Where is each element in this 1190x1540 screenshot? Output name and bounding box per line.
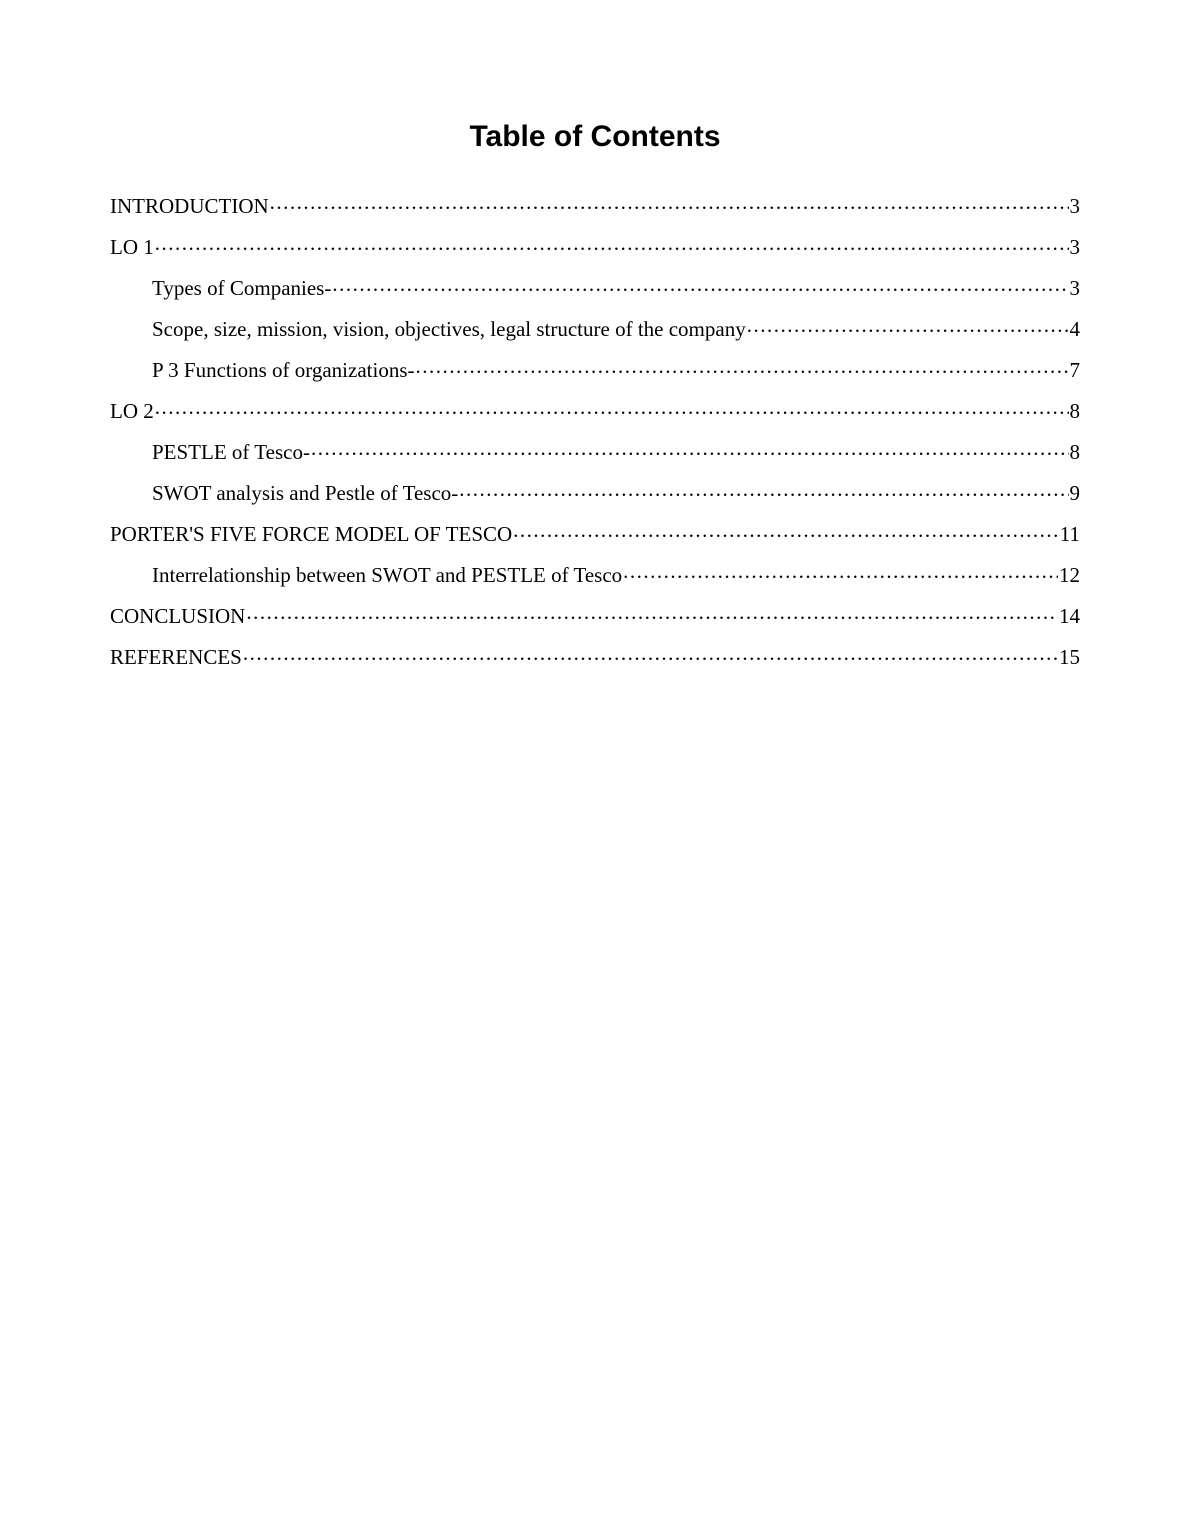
toc-entry: PESTLE of Tesco- 8 xyxy=(110,438,1080,463)
toc-entry: Scope, size, mission, vision, objectives… xyxy=(110,315,1080,340)
toc-entry: PORTER'S FIVE FORCE MODEL OF TESCO 11 xyxy=(110,520,1080,545)
toc-leader-dots xyxy=(513,520,1059,541)
toc-leader-dots xyxy=(332,274,1068,295)
toc-entry-page[interactable]: 4 xyxy=(1070,319,1081,340)
toc-entry: P 3 Functions of organizations- 7 xyxy=(110,356,1080,381)
toc-entry-label[interactable]: Scope, size, mission, vision, objectives… xyxy=(152,319,746,340)
toc-entry-page[interactable]: 3 xyxy=(1070,237,1081,258)
toc-title: Table of Contents xyxy=(110,120,1080,154)
toc-entry-page[interactable]: 7 xyxy=(1070,360,1081,381)
toc-entry: LO 2 8 xyxy=(110,397,1080,422)
toc-entry-label[interactable]: P 3 Functions of organizations- xyxy=(152,360,414,381)
toc-entry-page[interactable]: 8 xyxy=(1070,401,1081,422)
toc-entry-label[interactable]: REFERENCES xyxy=(110,647,242,668)
toc-leader-dots xyxy=(459,479,1068,500)
toc-entry-page[interactable]: 12 xyxy=(1059,565,1080,586)
toc-entry-page[interactable]: 8 xyxy=(1070,442,1081,463)
toc-entry-label[interactable]: INTRODUCTION xyxy=(110,196,269,217)
toc-entry-page[interactable]: 9 xyxy=(1070,483,1081,504)
toc-leader-dots xyxy=(243,643,1058,664)
toc-entry-page[interactable]: 14 xyxy=(1059,606,1080,627)
toc-entry-page[interactable]: 3 xyxy=(1070,278,1081,299)
toc-leader-dots xyxy=(623,561,1058,582)
toc-entry-label[interactable]: PESTLE of Tesco- xyxy=(152,442,310,463)
toc-entry-label[interactable]: SWOT analysis and Pestle of Tesco- xyxy=(152,483,458,504)
toc-entry-label[interactable]: PORTER'S FIVE FORCE MODEL OF TESCO xyxy=(110,524,512,545)
toc-list: INTRODUCTION 3 LO 1 3 Types of Companies- 3 Sc… xyxy=(110,192,1080,668)
toc-entry-page[interactable]: 3 xyxy=(1070,196,1081,217)
toc-entry-label[interactable]: Interrelationship between SWOT and PESTL… xyxy=(152,565,622,586)
toc-entry: INTRODUCTION 3 xyxy=(110,192,1080,217)
toc-entry: CONCLUSION 14 xyxy=(110,602,1080,627)
toc-entry: Types of Companies- 3 xyxy=(110,274,1080,299)
toc-leader-dots xyxy=(311,438,1069,459)
toc-entry: REFERENCES 15 xyxy=(110,643,1080,668)
toc-leader-dots xyxy=(415,356,1068,377)
toc-entry-page[interactable]: 11 xyxy=(1060,524,1080,545)
toc-entry: Interrelationship between SWOT and PESTL… xyxy=(110,561,1080,586)
toc-leader-dots xyxy=(747,315,1069,336)
toc-entry-label[interactable]: LO 1 xyxy=(110,237,154,258)
toc-entry: LO 1 3 xyxy=(110,233,1080,258)
toc-entry-page[interactable]: 15 xyxy=(1059,647,1080,668)
toc-entry-label[interactable]: CONCLUSION xyxy=(110,606,245,627)
toc-leader-dots xyxy=(155,233,1069,254)
toc-leader-dots xyxy=(270,192,1069,213)
toc-leader-dots xyxy=(155,397,1069,418)
toc-entry: SWOT analysis and Pestle of Tesco- 9 xyxy=(110,479,1080,504)
toc-entry-label[interactable]: Types of Companies- xyxy=(152,278,331,299)
toc-entry-label[interactable]: LO 2 xyxy=(110,401,154,422)
toc-leader-dots xyxy=(246,602,1058,623)
